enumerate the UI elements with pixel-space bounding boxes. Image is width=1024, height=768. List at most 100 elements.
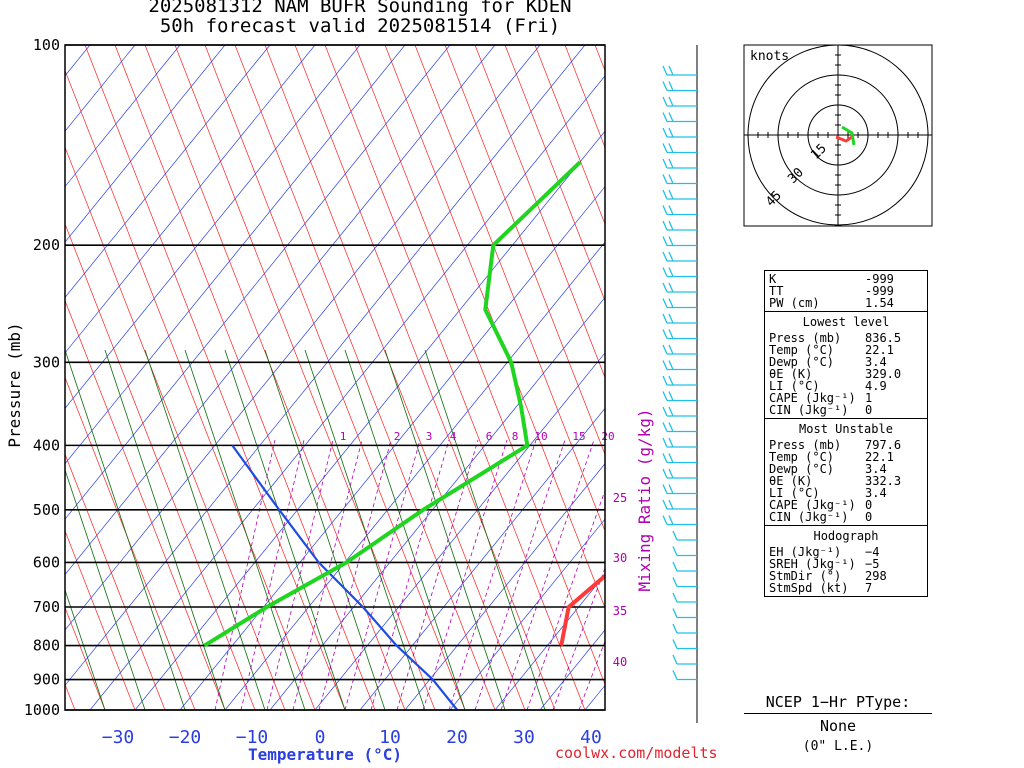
table-section-top: K -999 TT -999 PW (cm) 1.54: [765, 271, 927, 312]
mixing-ratio-line: [500, 439, 595, 710]
wind-barb: [672, 561, 697, 572]
mixing-ratio-line: [370, 439, 450, 710]
wind-barb-feather: [662, 112, 668, 122]
isotherm: [65, 45, 496, 576]
y-axis-label: Pressure (mb): [5, 322, 24, 447]
y-tick-label: 100: [33, 36, 60, 54]
table-value: 836.5: [865, 331, 902, 345]
wind-barb-feather: [668, 422, 674, 432]
wind-barb: [662, 282, 697, 293]
wind-barb-feather: [662, 375, 668, 386]
wind-barb: [662, 422, 697, 433]
table-row: Temp (°C) 22.1: [769, 451, 923, 463]
moist-adiabat: [264, 349, 386, 710]
mixing-ratio-line: [240, 439, 305, 710]
y-tick-label: 900: [33, 671, 60, 689]
isotherm: [65, 45, 451, 520]
dry-adiabat: [534, 45, 605, 225]
wind-barb: [662, 468, 697, 479]
title-line2: 50h forecast valid 2025081514 (Fri): [159, 15, 561, 37]
dry-adiabat: [474, 45, 605, 379]
wind-barb: [672, 608, 697, 619]
isotherm: [65, 45, 181, 188]
x-tick-label: −30: [102, 727, 135, 748]
wind-barb-feather: [672, 561, 678, 572]
wind-barb: [662, 112, 697, 123]
wind-barb: [662, 298, 697, 309]
wind-barb-feather: [668, 437, 674, 448]
dry-adiabat: [504, 45, 605, 302]
wind-barb: [672, 670, 697, 681]
mixing-ratio-tick: 3: [426, 430, 433, 443]
credit-link[interactable]: coolwx.com/modelts: [555, 744, 718, 762]
table-label: LI (°C): [769, 486, 820, 500]
table-row: Temp (°C) 22.1: [769, 344, 923, 356]
isotherm: [65, 45, 586, 686]
isotherm: [65, 45, 361, 409]
isotherm: [179, 186, 605, 710]
wind-barb: [662, 375, 697, 386]
x-tick-label: 30: [513, 727, 535, 748]
x-tick-label: 20: [446, 727, 468, 748]
wind-barb-feather: [668, 96, 674, 107]
wind-barb-feather: [662, 515, 668, 525]
isotherm: [224, 241, 605, 710]
wind-barb-feather: [668, 220, 674, 231]
table-label: Dewp (°C): [769, 462, 835, 476]
mixing-ratio-line: [318, 439, 392, 710]
isotherm: [449, 518, 605, 710]
table-value: 3.4: [865, 355, 887, 369]
wind-barb-feather: [668, 484, 674, 494]
dry-adiabat: [204, 45, 466, 710]
wind-barb-feather: [668, 406, 674, 417]
dry-adiabat: [144, 45, 406, 710]
moist-adiabat: [144, 349, 266, 710]
wind-barb-feather: [668, 189, 674, 200]
x-tick-label: −10: [236, 727, 269, 748]
mixing-ratio-axis-label: Mixing Ratio (g/kg): [635, 408, 654, 591]
wind-barb-feather: [672, 530, 678, 541]
mixing-ratio-line: [448, 439, 537, 710]
moist-adiabat: [184, 349, 306, 710]
table-section-lowest-level: Lowest level Press (mb) 836.5 Temp (°C) 22.1…: [765, 312, 927, 419]
wind-barb: [662, 437, 697, 448]
table-row: CIN (Jkg⁻¹) 0: [769, 404, 923, 416]
table-value: 3.4: [865, 486, 887, 500]
mixing-ratio-tick: 8: [512, 430, 519, 443]
table-row: StmSpd (kt) 7: [769, 582, 923, 594]
dry-adiabat: [324, 45, 586, 710]
dry-adiabat: [114, 45, 376, 710]
table-label: StmSpd (kt): [769, 581, 849, 595]
dry-adiabat: [444, 45, 605, 456]
dewpoint-trace: [203, 160, 582, 648]
table-row: K -999: [769, 273, 923, 285]
table-row: CAPE (Jkg⁻¹) 0: [769, 499, 923, 511]
isotherm: [404, 463, 605, 710]
wind-barb: [662, 267, 697, 278]
table-section-most-unstable: Most Unstable Press (mb) 797.6 Temp (°C) 22.…: [765, 419, 927, 526]
wind-barb-feather: [668, 329, 674, 339]
isotherm: [65, 45, 406, 465]
mixing-ratio-tick: 1: [340, 430, 347, 443]
wind-barb-feather: [662, 499, 668, 510]
table-row: Dewp (°C) 3.4: [769, 463, 923, 475]
table-section-hodograph: Hodograph EH (Jkg⁻¹) −4 SREH (Jkg⁻¹) −5 StmDi…: [765, 526, 927, 596]
table-row: LI (°C) 4.9: [769, 380, 923, 392]
mixing-ratio-tick: 6: [486, 430, 493, 443]
wind-barb-feather: [672, 639, 678, 649]
wind-barb: [662, 251, 697, 262]
dry-adiabat: [264, 45, 526, 710]
table-row: Press (mb) 836.5: [769, 332, 923, 344]
table-value: −5: [865, 557, 880, 571]
table-row: θE (K) 332.3: [769, 475, 923, 487]
wind-barb-feather: [672, 623, 678, 634]
mixing-ratio-line: [344, 439, 421, 710]
table-section-header: Lowest level: [802, 315, 890, 329]
wind-barb-feather: [668, 344, 674, 355]
y-tick-label: 200: [33, 236, 60, 254]
table-value: 3.4: [865, 462, 887, 476]
y-tick-label: 700: [33, 598, 60, 616]
mixing-ratio-line: [604, 708, 605, 710]
wind-barb-feather: [668, 205, 674, 215]
wind-barb: [662, 236, 697, 247]
